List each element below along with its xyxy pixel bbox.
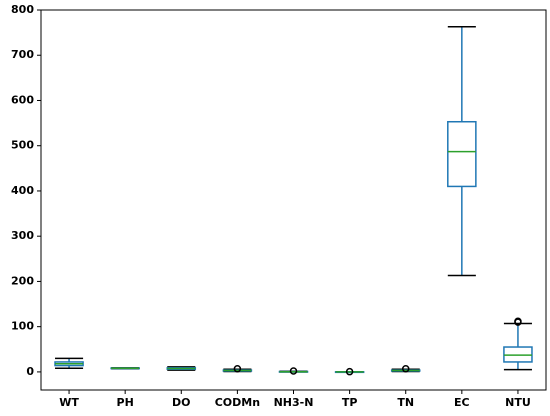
- x-tick-label: EC: [454, 396, 470, 409]
- y-tick-label: 300: [11, 229, 34, 242]
- x-tick-label: TP: [342, 396, 358, 409]
- outlier: [289, 367, 298, 375]
- y-tick-label: 800: [11, 3, 34, 16]
- box: [447, 120, 477, 188]
- plot-frame: [40, 9, 547, 391]
- y-tick-label: 400: [11, 184, 34, 197]
- x-tick-label: TN: [397, 396, 414, 409]
- y-tick-label: 700: [11, 48, 34, 61]
- y-tick-label: 600: [11, 93, 34, 106]
- x-tick-label: NH3-N: [274, 396, 314, 409]
- x-tick-label: NTU: [505, 396, 531, 409]
- y-tick-label: 0: [26, 365, 34, 378]
- x-tick-label: WT: [59, 396, 79, 409]
- outlier: [401, 364, 410, 373]
- y-tick-label: 200: [11, 274, 34, 287]
- x-tick-label: PH: [117, 396, 134, 409]
- outlier: [345, 367, 354, 376]
- outlier: [514, 317, 522, 325]
- x-tick-label: DO: [172, 396, 190, 409]
- outlier: [233, 364, 242, 373]
- x-tick-label: CODMn: [215, 396, 260, 409]
- y-tick-label: 500: [11, 139, 34, 152]
- y-tick-label: 100: [11, 320, 34, 333]
